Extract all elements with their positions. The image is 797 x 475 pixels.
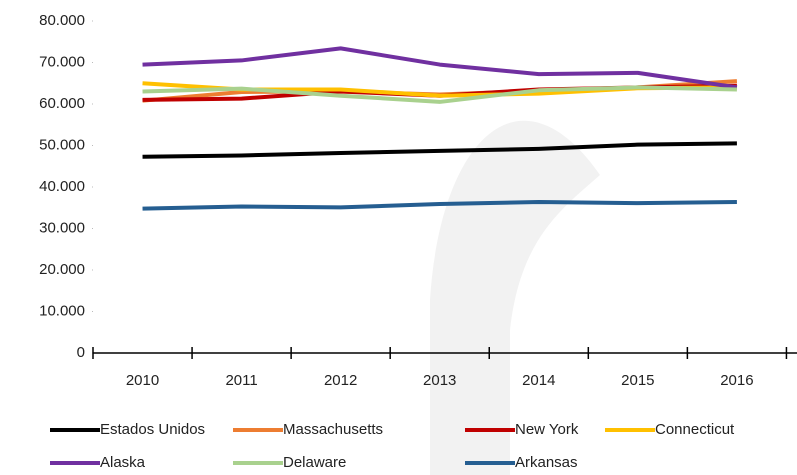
series-line <box>142 199 737 211</box>
legend-label: Alaska <box>100 454 146 471</box>
series-line <box>142 46 738 90</box>
y-tick-label: 30.000 <box>39 219 85 236</box>
series-line <box>142 141 737 159</box>
legend-label: Delaware <box>283 454 346 471</box>
x-tick-label: 2013 <box>423 372 456 389</box>
legend-label: Arkansas <box>515 454 578 471</box>
y-tick-label: 20.000 <box>39 261 85 278</box>
x-tick-label: 2015 <box>621 372 654 389</box>
legend-label: Estados Unidos <box>100 421 205 438</box>
watermark <box>430 120 600 475</box>
y-tick-label: 70.000 <box>39 53 85 70</box>
y-tick-label: 60.000 <box>39 95 85 112</box>
x-tick-label: 2011 <box>225 372 257 389</box>
y-tick-label: 10.000 <box>39 302 85 319</box>
y-tick-label: 80.000 <box>39 12 85 29</box>
legend-label: Massachusetts <box>283 421 383 438</box>
series-line <box>142 85 737 104</box>
y-tick-label: 40.000 <box>39 178 85 195</box>
legend-label: New York <box>515 421 579 438</box>
x-tick-label: 2012 <box>324 372 357 389</box>
y-tick-label: 0 <box>77 344 85 361</box>
y-tick-label: 50.000 <box>39 136 85 153</box>
x-tick-label: 2016 <box>720 372 753 389</box>
x-tick-label: 2010 <box>126 372 159 389</box>
legend-label: Connecticut <box>655 421 735 438</box>
x-tick-label: 2014 <box>522 372 555 389</box>
